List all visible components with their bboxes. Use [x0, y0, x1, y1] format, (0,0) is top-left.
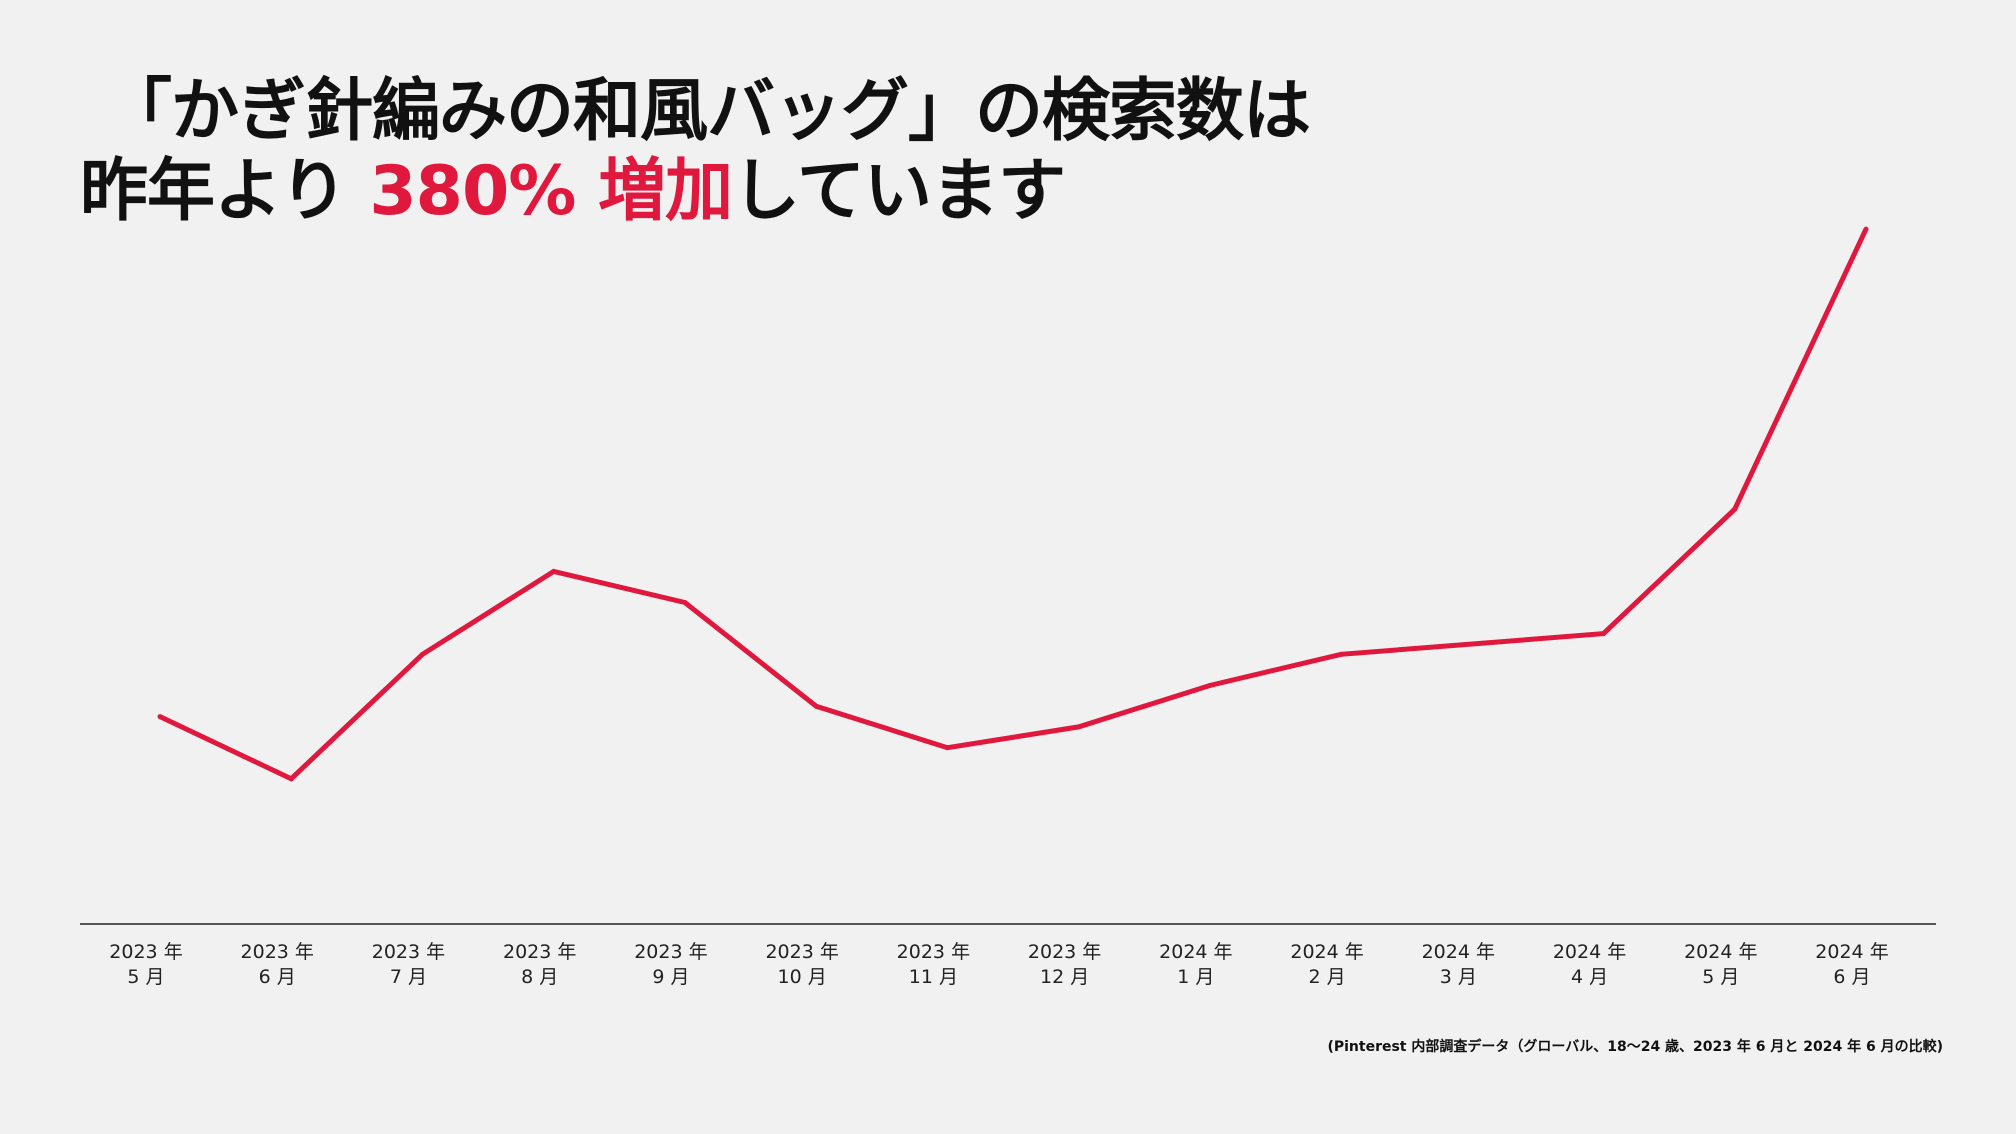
x-tick-label: 2023 年 11 月: [897, 941, 970, 988]
data-point: [682, 599, 688, 605]
data-point: [551, 568, 557, 574]
series-line: [158, 228, 1869, 782]
x-tick-label: 2023 年 10 月: [765, 941, 838, 988]
data-point: [1207, 682, 1213, 688]
data-point: [1732, 506, 1738, 512]
headline-line-2-suffix: しています: [732, 152, 1066, 231]
headline-line-2-prefix: 昨年より: [80, 152, 370, 231]
data-point: [419, 651, 425, 657]
headline-highlight: 380% 増加: [369, 152, 733, 231]
source-footnote: (Pinterest 内部調査データ（グローバル、18〜24 歳、2023 年 …: [1327, 1039, 1943, 1055]
headline-line-2: 昨年より 380% 増加しています: [80, 152, 1310, 232]
data-point: [1863, 226, 1869, 232]
data-point: [157, 714, 163, 720]
headline: 「かぎ針編みの和風バッグ」の検索数は 昨年より 380% 増加しています: [80, 72, 1311, 232]
series-layer: [157, 226, 1869, 782]
data-point: [1338, 651, 1344, 657]
x-tick-label: 2023 年 12 月: [1028, 941, 1101, 988]
data-point: [1469, 641, 1475, 647]
data-point: [288, 776, 294, 782]
data-point: [1076, 724, 1082, 730]
headline-line-1: 「かぎ針編みの和風バッグ」の検索数は: [104, 72, 1311, 151]
data-point: [944, 745, 950, 751]
data-point: [813, 703, 819, 709]
data-point: [1601, 631, 1607, 637]
